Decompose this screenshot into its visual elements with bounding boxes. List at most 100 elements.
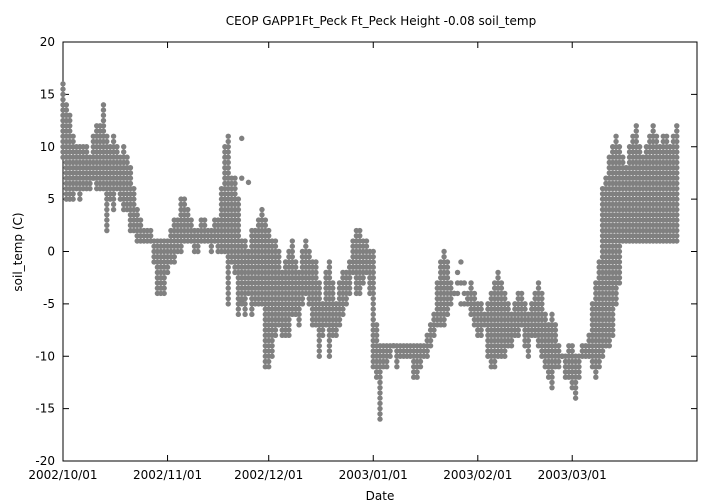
data-point: [110, 138, 117, 145]
data-point: [377, 395, 383, 401]
data-point: [235, 196, 242, 202]
data-point: [104, 133, 110, 139]
data-point: [313, 269, 319, 276]
data-point: [161, 280, 167, 286]
data-point: [326, 353, 333, 359]
data-point: [195, 243, 201, 249]
data-point: [124, 154, 130, 160]
data-point: [289, 243, 296, 249]
data-point: [357, 227, 363, 234]
data-point: [164, 264, 171, 270]
data-point: [377, 384, 383, 391]
data-point: [370, 311, 376, 318]
data-point: [596, 358, 602, 365]
data-point: [674, 238, 680, 244]
data-point: [333, 332, 339, 338]
data-point: [549, 379, 555, 386]
data-point: [296, 306, 302, 312]
data-point: [377, 405, 383, 412]
data-point: [549, 316, 555, 323]
data-point: [100, 112, 107, 119]
data-point: [508, 337, 515, 344]
data-point: [289, 254, 296, 260]
data-point: [549, 311, 555, 318]
chart-title: CEOP GAPP1Ft_Peck Ft_Peck Height -0.08 s…: [226, 14, 536, 28]
data-point: [147, 227, 154, 234]
data-point: [161, 274, 167, 281]
data-point: [100, 117, 107, 124]
data-point: [316, 337, 322, 344]
data-point: [316, 290, 322, 297]
data-point: [370, 280, 376, 286]
data-point: [188, 217, 194, 223]
data-point: [552, 337, 559, 344]
data-point: [131, 185, 137, 192]
data-point: [502, 295, 508, 302]
data-point: [556, 343, 562, 349]
data-point: [633, 133, 639, 139]
data-point: [549, 374, 555, 380]
data-point: [269, 353, 275, 359]
data-point: [370, 248, 376, 255]
data-point: [360, 274, 366, 281]
data-point: [104, 201, 110, 208]
data-point: [552, 327, 559, 333]
data-point: [127, 175, 134, 181]
data-point: [242, 311, 248, 318]
data-point: [471, 295, 478, 302]
data-point: [674, 217, 680, 223]
data-point: [431, 327, 437, 333]
data-point: [313, 259, 319, 265]
data-point: [674, 128, 680, 134]
data-point: [83, 149, 90, 155]
data-point: [370, 259, 376, 265]
data-point: [491, 358, 498, 365]
data-point: [127, 180, 134, 187]
data-point: [67, 117, 73, 124]
data-point: [319, 327, 326, 333]
data-point: [225, 159, 231, 166]
data-point: [427, 343, 434, 349]
data-point: [299, 295, 306, 302]
data-point: [70, 138, 76, 145]
data-point: [593, 369, 599, 375]
data-point: [272, 332, 279, 338]
data-point: [424, 353, 430, 359]
data-point: [373, 327, 380, 333]
data-point: [620, 159, 626, 166]
data-point: [444, 264, 451, 270]
data-point: [616, 264, 623, 270]
data-point: [518, 295, 525, 302]
y-tick-label: 20: [40, 35, 55, 49]
data-point: [606, 337, 613, 344]
data-point: [306, 254, 312, 260]
data-point: [616, 280, 623, 286]
y-tick-label: 15: [40, 87, 55, 101]
data-point: [384, 364, 390, 370]
data-point: [201, 217, 208, 223]
data-point: [63, 107, 70, 113]
data-point: [674, 138, 680, 145]
data-point: [249, 306, 255, 312]
data-point: [245, 179, 252, 186]
data-point: [357, 285, 363, 291]
data-point: [232, 185, 238, 192]
data-point: [491, 364, 498, 370]
data-point: [266, 227, 272, 234]
data-point: [444, 306, 451, 312]
data-point: [478, 306, 484, 312]
data-point: [502, 290, 508, 297]
data-point: [360, 280, 366, 286]
data-point: [377, 379, 383, 386]
data-point: [296, 322, 302, 328]
data-point: [468, 280, 474, 286]
data-point: [232, 175, 238, 181]
data-point: [70, 196, 76, 202]
data-point: [653, 133, 660, 139]
data-point: [633, 123, 639, 129]
data-point: [663, 138, 670, 145]
data-point: [363, 238, 370, 244]
data-point: [225, 290, 231, 297]
series-soil-temp: [60, 81, 680, 422]
data-point: [373, 337, 380, 344]
